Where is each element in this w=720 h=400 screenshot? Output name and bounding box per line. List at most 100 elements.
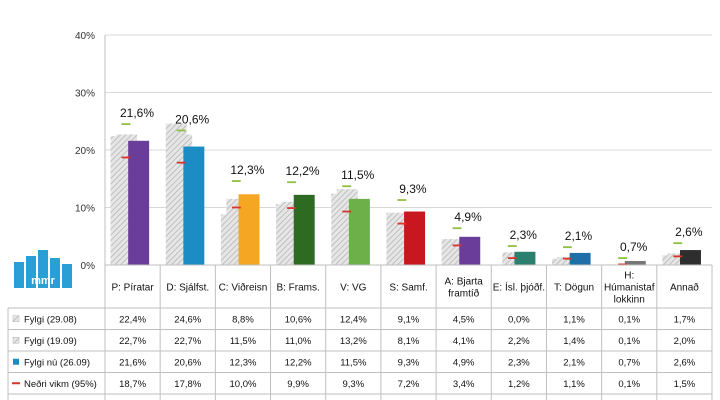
category-label: Húmanistaf bbox=[604, 283, 655, 294]
table-cell: 4,1% bbox=[453, 336, 475, 347]
legend-marker-hatched bbox=[12, 337, 20, 344]
category-label: T: Dögun bbox=[554, 283, 594, 294]
table-cell: 22,7% bbox=[174, 336, 201, 347]
category-label: P: Píratar bbox=[111, 283, 154, 294]
table-cell: 1,2% bbox=[508, 379, 530, 390]
table-cell: 0,1% bbox=[618, 314, 640, 325]
category-label: B: Frams. bbox=[276, 283, 319, 294]
category-label: lokkinn bbox=[614, 295, 645, 306]
bar-current bbox=[293, 194, 315, 265]
table-cell: 2,6% bbox=[674, 357, 696, 368]
table-cell: 2,1% bbox=[563, 357, 585, 368]
y-tick-label: 30% bbox=[75, 89, 95, 100]
table-cell: 21,6% bbox=[119, 357, 146, 368]
category-label: framtíð bbox=[448, 288, 480, 300]
grid-layer: 0% 10% 20% 30% 40% bbox=[75, 31, 712, 272]
bar-current bbox=[569, 252, 591, 265]
category-label: V: VG bbox=[340, 283, 367, 294]
legend-marker-bar bbox=[13, 358, 19, 365]
y-tick-label: 0% bbox=[81, 261, 96, 272]
logo-block-4 bbox=[50, 258, 60, 288]
series-name: Neðri vikm (95%) bbox=[24, 379, 97, 390]
table-cell: 0,1% bbox=[618, 336, 640, 347]
table-cell: 20,6% bbox=[174, 357, 201, 368]
bar-current bbox=[348, 198, 370, 265]
mmr-logo: mmr bbox=[14, 250, 72, 288]
data-label: 11,5% bbox=[341, 168, 374, 182]
table-cell: 18,7% bbox=[119, 379, 146, 390]
table-cell: 8,8% bbox=[232, 314, 254, 325]
logo-text: mmr bbox=[31, 275, 56, 287]
table-cell: 7,2% bbox=[398, 379, 420, 390]
series-name: Fylgi (29.08) bbox=[24, 314, 77, 325]
table-cell: 9,3% bbox=[398, 357, 420, 368]
table-cell: 12,2% bbox=[285, 357, 312, 368]
bar-current bbox=[459, 236, 481, 265]
series-name: Fylgi nú (26.09) bbox=[24, 357, 90, 368]
bar-current bbox=[679, 250, 701, 265]
data-label: 4,9% bbox=[454, 210, 482, 224]
table-cell: 4,9% bbox=[453, 357, 475, 368]
table-cell: 1,1% bbox=[563, 379, 585, 390]
logo-block-1 bbox=[14, 262, 24, 288]
table-cell: 22,4% bbox=[119, 314, 146, 325]
data-label: 2,1% bbox=[565, 229, 593, 243]
data-label: 20,6% bbox=[175, 112, 209, 126]
data-label: 2,6% bbox=[675, 225, 703, 239]
bar-prev-2 bbox=[557, 256, 579, 265]
table-cell: 2,3% bbox=[508, 357, 530, 368]
table-cell: 2,2% bbox=[508, 336, 530, 347]
data-label: 21,6% bbox=[120, 106, 154, 120]
table-cell: 11,0% bbox=[285, 336, 312, 347]
bars-layer: 21,6% 20,6% 12,3% 12,2% 11,5% 9,3% 4,9% 2,3% 2,1… bbox=[110, 106, 703, 266]
table-cell: 24,6% bbox=[174, 314, 201, 325]
logo-block-2 bbox=[26, 256, 36, 288]
category-label: Annað bbox=[670, 282, 699, 294]
table-cell: 1,1% bbox=[563, 314, 585, 325]
data-label: 12,3% bbox=[230, 163, 264, 177]
data-label: 9,3% bbox=[399, 182, 427, 196]
table-cell: 1,5% bbox=[674, 379, 696, 390]
table-cell: 0,7% bbox=[618, 357, 640, 368]
table-cell: 0,0% bbox=[508, 314, 530, 325]
table-cell: 4,5% bbox=[453, 314, 475, 325]
table-cell: 8,1% bbox=[398, 336, 420, 347]
table-cell: 17,8% bbox=[174, 379, 201, 390]
table-cell: 10,6% bbox=[285, 314, 312, 325]
table-cell: 12,3% bbox=[229, 357, 256, 368]
logo-block-3 bbox=[38, 250, 48, 288]
bar-current bbox=[404, 211, 426, 265]
table-cell: 0,1% bbox=[618, 379, 640, 390]
y-tick-label: 10% bbox=[75, 204, 95, 215]
table-cell: 3,4% bbox=[453, 379, 475, 390]
data-table: P: Píratar D: Sjálfst. C: Viðreisn B: Frams… bbox=[7, 264, 713, 400]
category-label: S: Samf. bbox=[389, 283, 427, 294]
category-label: D: Sjálfst. bbox=[166, 283, 209, 294]
table-cell: 10,0% bbox=[229, 379, 256, 390]
logo-block-5 bbox=[62, 264, 72, 288]
bar-current bbox=[514, 251, 536, 265]
bar-current bbox=[238, 194, 260, 265]
table-cell: 2,0% bbox=[674, 336, 696, 347]
category-label: C: Viðreisn bbox=[219, 282, 268, 294]
data-label: 2,3% bbox=[510, 228, 538, 242]
table-cell: 1,7% bbox=[674, 314, 696, 325]
y-tick-label: 20% bbox=[75, 146, 95, 157]
table-cell: 11,5% bbox=[340, 357, 367, 368]
table-cell: 9,1% bbox=[398, 314, 420, 325]
table-cell: 22,7% bbox=[119, 336, 146, 347]
data-label: 0,7% bbox=[620, 240, 648, 254]
table-cell: 11,5% bbox=[230, 336, 257, 347]
table-cell: 9,3% bbox=[342, 379, 364, 390]
bar-current bbox=[183, 146, 205, 265]
bar-prev-2 bbox=[667, 253, 689, 265]
bar-current bbox=[624, 260, 646, 265]
data-label: 12,2% bbox=[286, 164, 320, 178]
table-cell: 1,4% bbox=[563, 336, 585, 347]
y-tick-label: 40% bbox=[75, 31, 95, 42]
category-label: E: Ísl. þjóðf. bbox=[493, 281, 545, 294]
legend-marker-hatched bbox=[12, 315, 20, 322]
category-label: H: bbox=[624, 271, 634, 282]
table-cell: 9,9% bbox=[287, 379, 309, 390]
